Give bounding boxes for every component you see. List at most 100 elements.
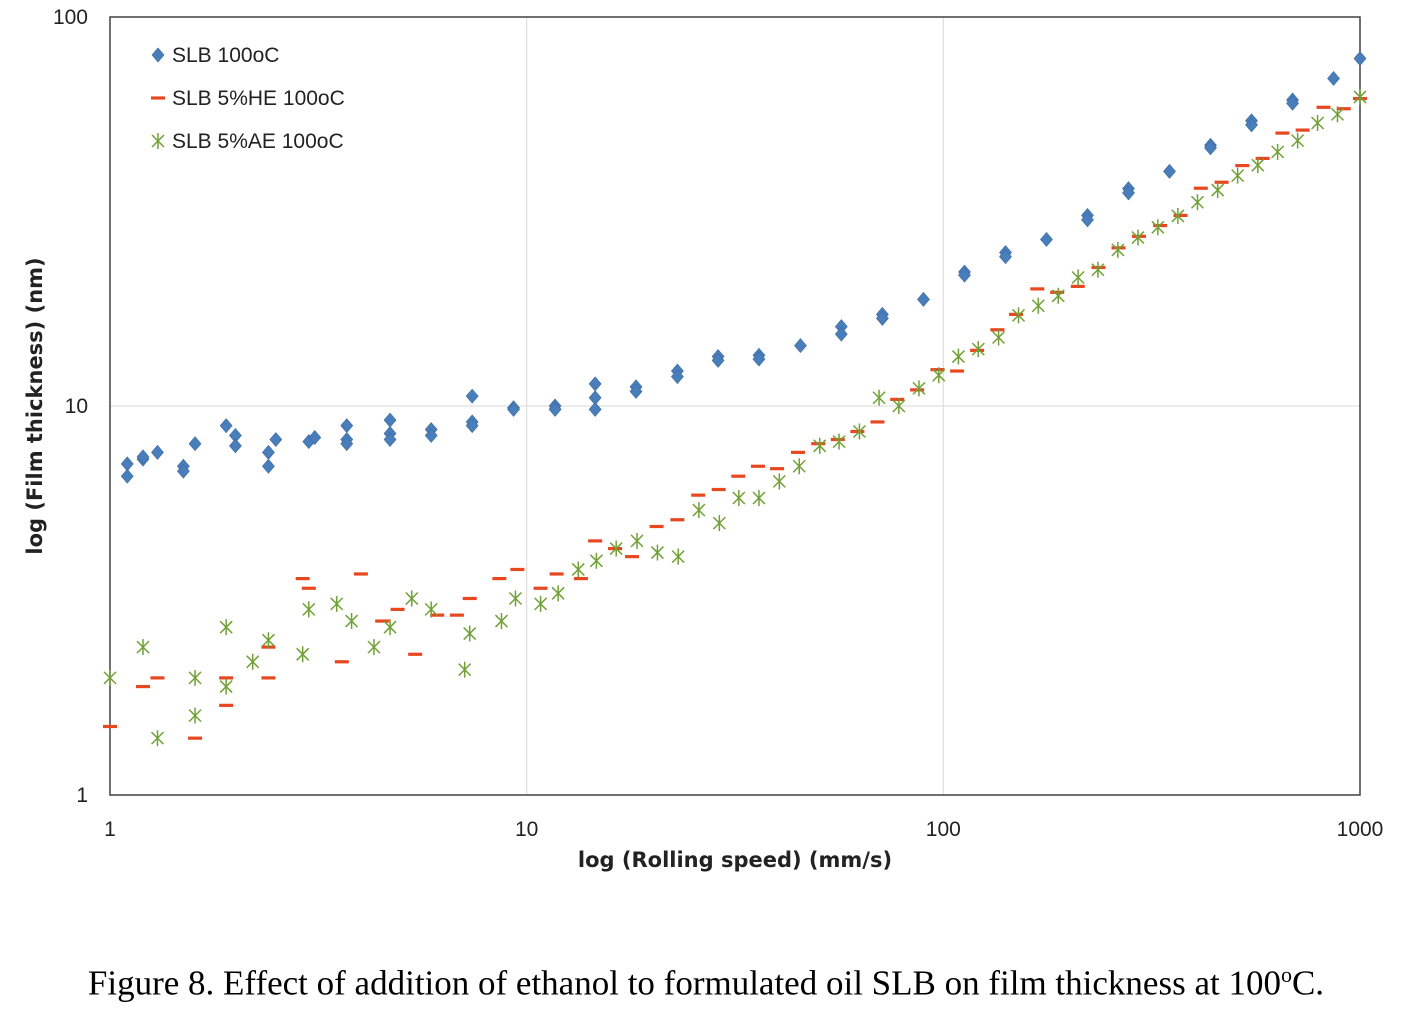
data-point	[219, 678, 233, 695]
y-tick-label: 10	[65, 395, 88, 418]
data-point	[301, 586, 316, 590]
data-point	[589, 552, 603, 569]
data-point	[917, 291, 930, 307]
data-point	[334, 660, 349, 664]
legend-label: SLB 5%HE 100oC	[172, 87, 345, 110]
data-point	[390, 607, 405, 611]
data-point	[449, 613, 464, 617]
data-point	[711, 487, 726, 492]
data-point	[150, 730, 165, 747]
data-point	[261, 676, 276, 680]
data-point	[832, 433, 846, 450]
data-point	[1245, 117, 1258, 133]
data-point	[932, 367, 946, 384]
data-point	[912, 380, 926, 397]
data-point	[510, 567, 525, 572]
data-point	[1111, 241, 1125, 258]
series-1	[120, 51, 1367, 484]
data-point	[588, 376, 602, 392]
data-point	[712, 515, 726, 532]
data-point	[1122, 185, 1135, 201]
data-point	[1311, 114, 1325, 131]
data-point	[850, 429, 865, 434]
data-point	[770, 467, 785, 471]
data-point	[1091, 261, 1105, 278]
data-point	[1050, 290, 1065, 294]
data-point	[367, 639, 381, 656]
caption-text: Figure 8. Effect of addition of ethanol …	[87, 963, 1281, 1003]
data-point	[1211, 182, 1225, 199]
data-point	[262, 444, 275, 460]
series-2	[103, 96, 1367, 740]
data-point	[1171, 207, 1185, 224]
data-point	[950, 369, 965, 373]
data-point	[1173, 213, 1188, 218]
data-point	[507, 401, 520, 417]
figure-caption: Figure 8. Effect of addition of ethanol …	[0, 962, 1412, 1004]
data-point	[465, 418, 479, 434]
data-point	[375, 619, 390, 623]
data-point	[872, 389, 886, 406]
legend-marker	[151, 133, 165, 149]
data-point	[649, 524, 664, 529]
data-point	[588, 539, 603, 543]
data-point	[999, 249, 1012, 265]
data-point	[752, 490, 766, 507]
data-point	[229, 438, 242, 454]
data-point	[492, 576, 507, 581]
data-point	[405, 590, 419, 607]
data-point	[792, 458, 806, 475]
data-point	[1251, 157, 1265, 174]
data-point	[670, 369, 684, 385]
data-point	[958, 267, 971, 283]
data-point	[1008, 312, 1023, 316]
data-point	[1235, 163, 1250, 168]
data-point	[890, 397, 905, 401]
data-point	[772, 473, 786, 490]
y-axis-label: log (Film thickness) (nm)	[23, 257, 47, 554]
x-tick-label: 1000	[1337, 818, 1384, 841]
data-point	[609, 540, 623, 557]
data-point	[261, 632, 275, 649]
data-point	[794, 338, 807, 354]
x-tick-label: 100	[926, 818, 961, 841]
data-point	[1011, 307, 1026, 324]
data-point	[930, 368, 945, 372]
data-point	[308, 430, 322, 445]
data-point	[533, 586, 548, 590]
data-point	[990, 328, 1005, 332]
data-point	[870, 420, 885, 424]
data-point	[1190, 194, 1204, 211]
data-point	[219, 418, 233, 434]
data-point	[1271, 143, 1285, 160]
data-point	[875, 310, 889, 326]
data-point	[1353, 88, 1367, 105]
data-point	[1330, 106, 1345, 123]
x-axis-label: log (Rolling speed) (mm/s)	[578, 848, 892, 872]
legend-marker	[151, 96, 165, 100]
data-point	[465, 388, 479, 404]
data-point	[852, 423, 866, 440]
data-point	[383, 619, 397, 636]
gridlines	[110, 17, 1360, 795]
data-point	[1275, 131, 1290, 135]
data-point	[671, 548, 685, 565]
data-point	[295, 576, 310, 581]
data-point	[1071, 269, 1085, 286]
data-point	[340, 418, 354, 434]
data-point	[1070, 284, 1085, 288]
data-point	[120, 468, 134, 484]
data-point	[834, 326, 848, 342]
data-point	[176, 463, 190, 479]
data-point	[188, 736, 203, 740]
data-point	[424, 601, 438, 618]
data-point	[1353, 51, 1367, 67]
y-tick-label: 100	[53, 6, 88, 29]
data-point	[136, 449, 150, 465]
data-point	[302, 601, 316, 618]
data-point	[1040, 231, 1053, 247]
data-point	[463, 625, 477, 642]
data-point	[1291, 132, 1305, 149]
data-point	[711, 352, 725, 368]
data-point	[353, 572, 368, 576]
